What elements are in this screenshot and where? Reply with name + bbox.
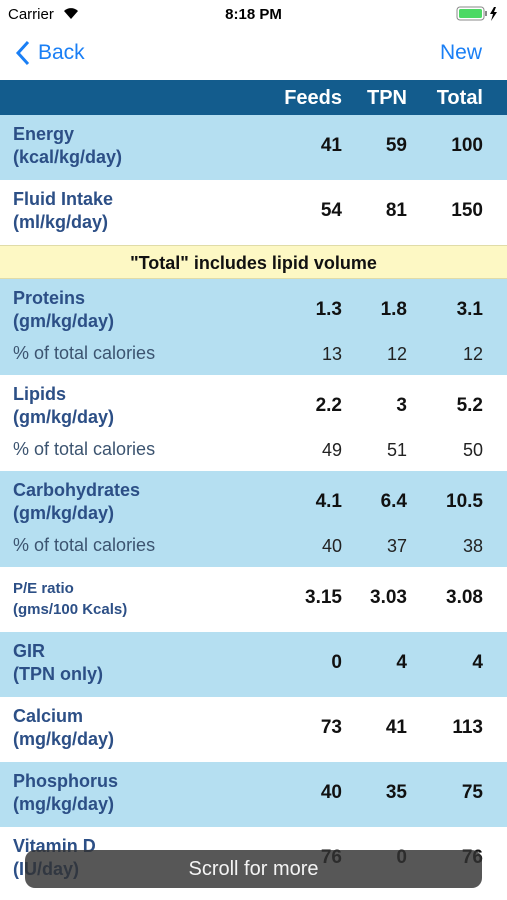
table-row: GIR (TPN only) 0 4 4 — [0, 632, 507, 697]
table-row: Proteins (gm/kg/day) 1.3 1.8 3.1 % of total c… — [0, 279, 507, 375]
sub-value: 40 — [321, 536, 342, 556]
cell-value: 75 — [461, 782, 483, 803]
cell-value: 59 — [385, 135, 407, 156]
cell-value: 73 — [320, 717, 342, 738]
note-row: "Total" includes lipid volume — [0, 245, 507, 279]
cell-value: 40 — [320, 782, 342, 803]
sub-value: 13 — [321, 344, 342, 364]
cell-value: 3.03 — [370, 587, 407, 608]
row-unit: (ml/kg/day) — [13, 212, 109, 232]
table-row: P/E ratio (gms/100 Kcals) 3.15 3.03 3.08 — [0, 567, 507, 632]
row-unit: (kcal/kg/day) — [13, 147, 123, 167]
cell-value: 113 — [452, 717, 483, 738]
row-unit: (mg/kg/day) — [13, 794, 115, 814]
row-name: Carbohydrates — [13, 480, 141, 500]
new-button[interactable]: New — [439, 41, 482, 64]
cell-value: 5.2 — [456, 395, 483, 416]
cell-value: 150 — [451, 200, 483, 221]
cell-value: 3.08 — [446, 587, 483, 608]
column-header: TPN — [367, 87, 407, 109]
battery-icon — [456, 6, 497, 21]
row-name: Energy — [13, 124, 75, 144]
back-button[interactable]: Back — [38, 41, 85, 64]
cell-value: 2.2 — [315, 395, 342, 416]
sub-value: 12 — [386, 344, 407, 364]
row-name: Proteins — [13, 288, 86, 308]
row-unit: (gms/100 Kcals) — [13, 601, 128, 618]
row-name: P/E ratio — [13, 580, 74, 597]
cell-value: 1.8 — [380, 299, 407, 320]
sub-value: 37 — [386, 536, 407, 556]
sub-value: 50 — [462, 440, 483, 460]
cell-value: 3.15 — [305, 587, 342, 608]
sub-value: 12 — [462, 344, 483, 364]
table-row: Calcium (mg/kg/day) 73 41 113 — [0, 697, 507, 762]
cell-value: 81 — [385, 200, 407, 221]
sub-value: 51 — [386, 440, 407, 460]
row-unit: (mg/kg/day) — [13, 729, 115, 749]
cell-value: 100 — [451, 135, 483, 156]
cell-value: 3 — [396, 395, 407, 416]
table-row: Fluid Intake (ml/kg/day) 54 81 150 — [0, 180, 507, 245]
back-chevron[interactable] — [15, 40, 31, 66]
sub-label: % of total calories — [13, 343, 156, 363]
sub-value: 38 — [462, 536, 483, 556]
sub-value: 49 — [321, 440, 342, 460]
carrier: Carrier — [8, 6, 54, 23]
time: 8:18 PM — [225, 6, 282, 23]
cell-value: 0 — [331, 652, 342, 673]
status-bar: Carrier 8:18 PM — [0, 0, 507, 30]
row-name: Phosphorus — [13, 771, 119, 791]
cell-value: 35 — [385, 782, 407, 803]
cell-value: 4.1 — [315, 491, 342, 512]
cell-value: 3.1 — [456, 299, 483, 320]
cell-value: 41 — [385, 717, 407, 738]
cell-value: 4 — [472, 652, 483, 673]
cell-value: 1.3 — [315, 299, 342, 320]
row-unit: (gm/kg/day) — [13, 311, 115, 331]
cell-value: 41 — [320, 135, 342, 156]
table-row: Energy (kcal/kg/day) 41 59 100 — [0, 115, 507, 180]
row-unit: (gm/kg/day) — [13, 503, 115, 523]
cell-value: 54 — [320, 200, 342, 221]
cell-value: 4 — [396, 652, 407, 673]
note-text: "Total" includes lipid volume — [130, 253, 377, 273]
row-name: GIR — [13, 641, 46, 661]
column-header: Feeds — [284, 87, 342, 109]
table-header: Feeds TPN Total — [0, 80, 507, 115]
row-name: Lipids — [13, 384, 66, 404]
sub-label: % of total calories — [13, 535, 156, 555]
sub-label: % of total calories — [13, 439, 156, 459]
toast: Scroll for more — [25, 850, 482, 888]
cell-value: 6.4 — [380, 491, 407, 512]
table-row: Carbohydrates (gm/kg/day) 4.1 6.4 10.5 % of t… — [0, 471, 507, 567]
row-name: Calcium — [13, 706, 84, 726]
table-row: Lipids (gm/kg/day) 2.2 3 5.2 % of total calor… — [0, 375, 507, 471]
wifi-icon — [64, 8, 78, 19]
table-row: Phosphorus (mg/kg/day) 40 35 75 — [0, 762, 507, 827]
row-unit: (gm/kg/day) — [13, 407, 115, 427]
column-header: Total — [436, 87, 483, 109]
row-name: Fluid Intake — [13, 189, 114, 209]
cell-value: 10.5 — [446, 491, 483, 512]
nav-bar: Back New — [0, 30, 507, 80]
row-unit: (TPN only) — [13, 664, 103, 684]
